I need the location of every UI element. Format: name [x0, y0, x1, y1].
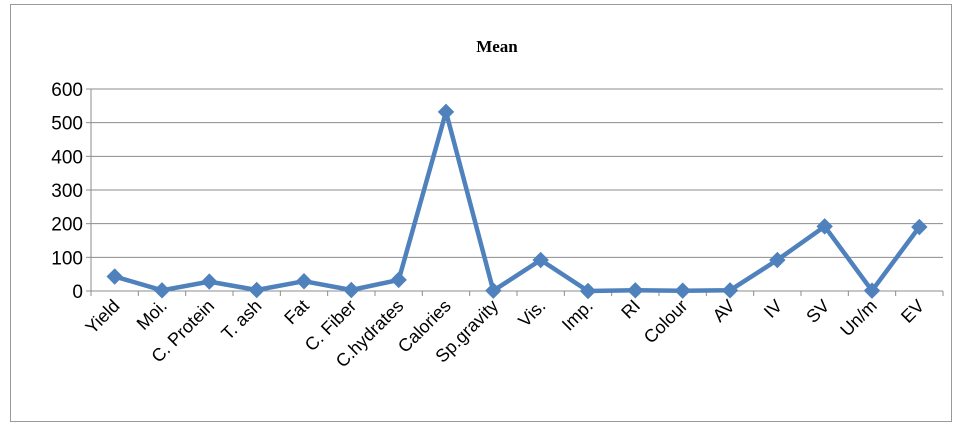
data-point — [532, 251, 549, 269]
gridlines — [91, 88, 943, 258]
data-point — [816, 218, 833, 235]
data-point — [437, 103, 455, 121]
y-tick-label: 300 — [51, 181, 83, 202]
x-tick-label: EV — [897, 296, 928, 327]
chart-title: Mean — [476, 37, 518, 56]
x-tick-label: IV — [760, 296, 786, 322]
data-point — [769, 251, 786, 269]
data-point — [674, 282, 691, 299]
y-tick-label: 100 — [51, 248, 83, 269]
x-tick-label: Fat — [280, 296, 313, 329]
y-tick-label: 200 — [51, 215, 83, 236]
x-tick-label: SV — [802, 296, 833, 327]
axes — [86, 88, 944, 296]
series-mean — [106, 103, 928, 300]
y-tick-label: 600 — [51, 80, 83, 101]
data-point — [295, 273, 313, 290]
x-tick-label: AV — [709, 296, 739, 326]
series-line — [114, 109, 922, 294]
chart-frame: Mean 0 100 200 300 400 500 600 Yield Moi. C. Pro… — [10, 4, 952, 422]
y-axis-ticks: 0 100 200 300 400 500 600 — [51, 80, 83, 303]
data-point — [153, 282, 171, 299]
data-point — [343, 281, 360, 299]
data-point — [863, 282, 881, 299]
y-tick-label: 400 — [51, 147, 83, 168]
data-point — [721, 282, 739, 299]
x-tick-label: Vis. — [514, 296, 549, 331]
data-point — [627, 282, 644, 299]
data-point — [106, 268, 123, 285]
x-tick-label: RI — [617, 296, 644, 323]
data-point — [485, 282, 502, 299]
x-tick-label: Un/m — [836, 296, 881, 341]
x-tick-label: Imp. — [558, 296, 597, 335]
data-point — [390, 271, 407, 289]
x-tick-label: Moi. — [133, 296, 171, 334]
data-point — [201, 273, 218, 290]
y-tick-label: 500 — [51, 114, 83, 135]
x-tick-label: Yield — [82, 296, 124, 338]
x-tick-label: Colour — [640, 296, 692, 348]
data-point — [579, 282, 597, 300]
y-tick-label: 0 — [72, 282, 83, 303]
data-point — [248, 281, 265, 299]
data-point — [911, 218, 928, 236]
x-tick-label: T. ash — [217, 296, 265, 344]
